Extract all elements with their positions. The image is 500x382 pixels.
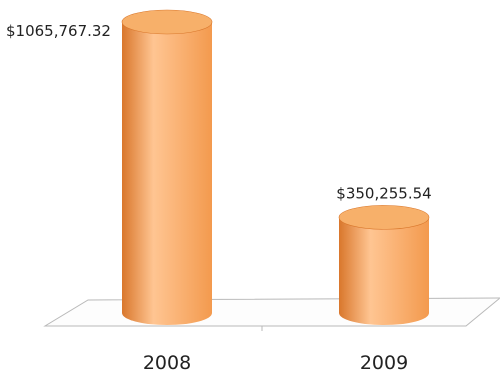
bars-layer (121, 9, 430, 325)
labels-layer: $1065,767.32 2008 $350,255.54 2009 (6, 22, 432, 374)
chart-floor (43, 297, 500, 327)
bar-top-2009 (338, 205, 430, 230)
bar-body-2009 (339, 217, 429, 325)
bar-body-2008 (122, 22, 212, 325)
data-label-2009: $350,255.54 (336, 184, 431, 202)
bar-2009 (338, 205, 430, 325)
bar-2008 (121, 9, 213, 325)
x-tick-label-2008: 2008 (143, 352, 191, 374)
data-label-2008: $1065,767.32 (6, 22, 111, 40)
x-tick-label-2009: 2009 (360, 352, 408, 374)
bar-top-2008 (121, 9, 213, 35)
